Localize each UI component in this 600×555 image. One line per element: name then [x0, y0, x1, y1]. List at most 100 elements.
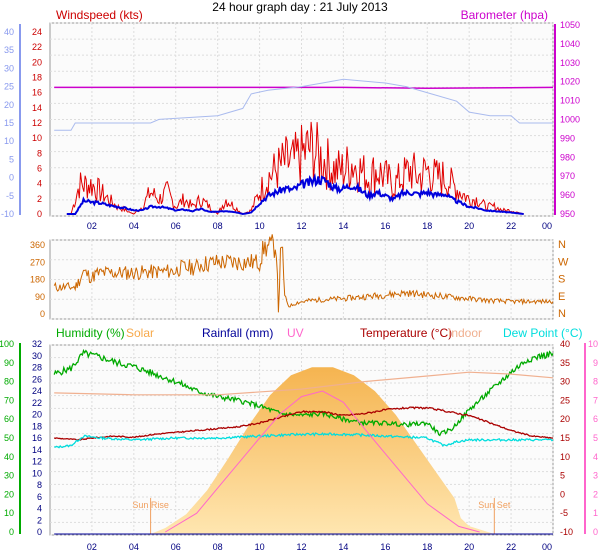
wind-x-tick: 14: [338, 221, 348, 231]
humidity-tick: 70: [4, 395, 14, 405]
uv-tick: 4: [593, 452, 598, 462]
temp-tick: 30: [560, 377, 570, 387]
temp-tick: -10: [560, 527, 573, 537]
legend-dewpoint: Dew Point (°C): [503, 326, 582, 340]
direction-compass-label: N: [558, 239, 566, 251]
baro-tick: 990: [560, 133, 575, 143]
direction-compass-label: S: [558, 274, 565, 286]
wind-x-tick: 02: [87, 221, 97, 231]
baro-tick: 960: [560, 190, 575, 200]
temp-tick: 10: [560, 452, 570, 462]
rainfall-tick: 0: [37, 527, 42, 537]
humidity-tick: 50: [4, 433, 14, 443]
baro-tick: 1010: [560, 96, 580, 106]
wind-x-tick: 08: [213, 221, 223, 231]
rainfall-tick: 12: [32, 457, 42, 467]
wind-outer-line: [54, 78, 553, 131]
baro-tick: 950: [560, 209, 575, 219]
sun-annotation-0: Sun Rise: [132, 500, 169, 510]
wind-tick: 0: [37, 209, 42, 219]
wind-outer-tick: 5: [9, 154, 14, 164]
indoor-line: [54, 371, 554, 396]
temp-x-tick: 02: [87, 542, 97, 552]
rainfall-tick: 24: [32, 386, 42, 396]
temp-tick: 20: [560, 414, 570, 424]
uv-tick: 2: [593, 489, 598, 499]
wind-outer-tick: 35: [4, 45, 14, 55]
uv-tick: 0: [593, 527, 598, 537]
wind-outer-tick: 10: [4, 136, 14, 146]
direction-line: [53, 234, 554, 313]
uv-tick: 8: [593, 377, 598, 387]
temp-x-tick: 06: [171, 542, 181, 552]
legend-solar: Solar: [126, 326, 154, 340]
legend-temperature: Temperature (°C): [360, 326, 452, 340]
rainfall-tick: 32: [32, 339, 42, 349]
direction-compass-label: E: [558, 291, 565, 303]
uv-tick: 7: [593, 395, 598, 405]
humidity-tick: 20: [4, 489, 14, 499]
direction-tick: 270: [30, 257, 45, 267]
wind-tick: 12: [32, 118, 42, 128]
wind-title: Windspeed (kts): [56, 8, 143, 22]
wind-tick: 6: [37, 164, 42, 174]
legend-rainfall: Rainfall (mm): [202, 326, 273, 340]
uv-tick: 10: [588, 339, 598, 349]
temp-x-tick: 18: [422, 542, 432, 552]
temp-x-tick: 16: [380, 542, 390, 552]
temp-tick: 35: [560, 358, 570, 368]
uv-line: [165, 390, 480, 533]
rainfall-tick: 22: [32, 398, 42, 408]
dewpoint-line: [54, 432, 554, 449]
uv-tick: 6: [593, 414, 598, 424]
direction-tick: 360: [30, 240, 45, 250]
humidity-line: [53, 348, 554, 437]
legend-uv: UV: [287, 326, 304, 340]
humidity-tick: 10: [4, 508, 14, 518]
wind-outer-tick: 40: [4, 27, 14, 37]
barometer-line: [54, 86, 554, 90]
wind-outer-tick: -5: [6, 191, 14, 201]
wind-tick: 18: [32, 73, 42, 83]
baro-tick: 1020: [560, 77, 580, 87]
baro-tick: 1000: [560, 115, 580, 125]
temp-x-tick: 04: [129, 542, 139, 552]
rainfall-tick: 18: [32, 421, 42, 431]
humidity-tick: 0: [9, 527, 14, 537]
rainfall-tick: 28: [32, 363, 42, 373]
baro-tick: 1050: [560, 20, 580, 30]
wind-tick: 8: [37, 148, 42, 158]
page-title: 24 hour graph day : 21 July 2013: [212, 0, 388, 14]
temp-tick: 40: [560, 339, 570, 349]
direction-tick: 90: [35, 292, 45, 302]
temp-x-tick: 22: [506, 542, 516, 552]
wind-outer-tick: 15: [4, 118, 14, 128]
wind-tick: 22: [32, 42, 42, 52]
rainfall-tick: 20: [32, 410, 42, 420]
humidity-tick: 60: [4, 414, 14, 424]
baro-tick: 970: [560, 171, 575, 181]
wind-outer-tick: -10: [1, 209, 14, 219]
barometer-title: Barometer (hpa): [461, 8, 548, 22]
temp-x-tick: 00: [542, 542, 552, 552]
wind-avg-line: [66, 173, 524, 216]
temp-x-tick: 20: [464, 542, 474, 552]
wind-tick: 24: [32, 27, 42, 37]
wind-x-tick: 18: [422, 221, 432, 231]
direction-tick: 180: [30, 275, 45, 285]
humidity-tick: 80: [4, 377, 14, 387]
direction-compass-label: N: [558, 308, 566, 320]
wind-x-tick: 04: [129, 221, 139, 231]
temp-tick: -5: [560, 508, 568, 518]
rainfall-tick: 30: [32, 351, 42, 361]
rainfall-tick: 4: [37, 504, 42, 514]
legend-indoor: Indoor: [448, 326, 482, 340]
humidity-tick: 90: [4, 358, 14, 368]
temp-x-tick: 10: [255, 542, 265, 552]
temperature-line: [53, 406, 554, 441]
rainfall-tick: 14: [32, 445, 42, 455]
temp-x-tick: 12: [296, 542, 306, 552]
uv-tick: 9: [593, 358, 598, 368]
